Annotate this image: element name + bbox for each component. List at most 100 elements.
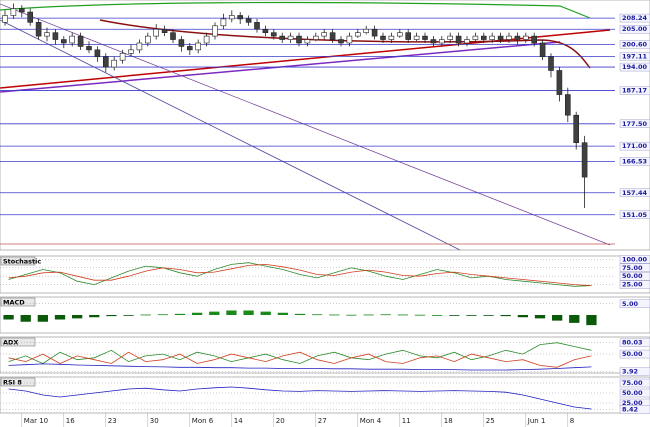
candle-body (497, 35, 504, 40)
histogram-bar (466, 315, 477, 316)
x-tick-label: 8 (570, 417, 574, 425)
x-tick-label: 20 (276, 417, 285, 425)
x-tick-label: 23 (108, 417, 117, 425)
candle-body (413, 35, 420, 40)
histogram-bar (226, 310, 237, 315)
histogram-bar (54, 315, 66, 320)
panel-title-box (0, 256, 36, 266)
tick-box (619, 210, 650, 219)
candle-body (237, 15, 243, 20)
tick-box (619, 378, 650, 388)
candle-body (27, 11, 34, 23)
histogram-bar (192, 312, 203, 315)
y-tick-label: 50.00 (622, 389, 643, 397)
candle-body (422, 35, 428, 40)
candle-body (539, 42, 546, 58)
y-tick-label: 50.00 (622, 272, 643, 280)
candle-body (145, 35, 151, 44)
y-tick-label: 200.60 (622, 40, 648, 48)
x-tick-label: Jun 1 (527, 417, 546, 425)
candle-body (52, 32, 59, 40)
x-tick-label: 14 (234, 417, 243, 425)
candle-body (153, 28, 159, 37)
tick-box (619, 338, 650, 347)
x-tick-label: 16 (66, 417, 75, 425)
candle-body (522, 35, 529, 40)
panel-title: ADX (3, 339, 18, 347)
candle-body (220, 18, 227, 27)
candle-body (338, 39, 344, 44)
panel-frame (0, 0, 650, 251)
tick-box (619, 388, 650, 398)
histogram-bar (174, 313, 186, 315)
histogram-bar (363, 314, 374, 316)
candle-body (581, 142, 588, 178)
candle-body (371, 28, 378, 37)
candle-body (254, 22, 260, 30)
candle-body (556, 70, 563, 95)
candle-body (2, 15, 8, 23)
candle-body (472, 35, 479, 40)
candle-body (128, 49, 134, 54)
candle-body (388, 35, 395, 40)
x-tick-label: 11 (402, 417, 411, 425)
panel-frame (0, 255, 650, 294)
candle-body (69, 35, 75, 44)
candle-body (346, 35, 353, 44)
histogram-bar (277, 312, 288, 315)
tick-box (619, 405, 650, 414)
candle-body (329, 32, 336, 40)
tick-box (619, 141, 650, 151)
indicator-line (8, 342, 592, 364)
y-tick-label: 177.50 (622, 120, 648, 128)
candle-body (548, 56, 554, 71)
indicator-line (8, 263, 592, 286)
x-tick-label: 25 (486, 417, 495, 425)
panel-title: Stochastic (3, 258, 41, 266)
candle-body (103, 56, 109, 68)
candle-body (161, 28, 168, 33)
tick-box (619, 13, 650, 23)
candle-body (44, 32, 50, 37)
histogram-bar (72, 315, 83, 319)
x-tick-label: Mon 4 (360, 417, 382, 425)
panel-frame (0, 296, 650, 334)
histogram-bar (586, 315, 597, 326)
histogram-bar (294, 313, 306, 315)
candle-body (405, 32, 412, 40)
candle-body (489, 35, 496, 40)
tick-box (619, 349, 650, 359)
panel-title-box (0, 297, 36, 307)
histogram-bar (106, 315, 117, 317)
tick-box (619, 25, 650, 34)
candle-body (10, 8, 17, 16)
histogram-bar (157, 314, 168, 316)
candle-body (187, 46, 193, 51)
histogram-bar (397, 314, 408, 316)
candle-body (170, 32, 176, 40)
panel-title: RSI 8 (3, 379, 22, 387)
candle-body (480, 35, 487, 40)
candle-body (212, 25, 218, 37)
candle-body (573, 114, 580, 144)
candle-body (447, 35, 454, 40)
histogram-bar (260, 311, 271, 315)
candle-body (506, 35, 512, 40)
candle-body (86, 46, 92, 51)
y-tick-label: 197.11 (622, 52, 648, 60)
tick-box (619, 157, 650, 166)
histogram-bar (89, 315, 100, 318)
histogram-bar (346, 314, 357, 316)
indicator-line (8, 363, 592, 371)
panel-frame (0, 376, 650, 414)
indicator-line (8, 351, 592, 368)
y-tick-label: 187.17 (622, 87, 647, 95)
histogram-bar (483, 315, 494, 316)
candle-body (60, 39, 67, 44)
histogram-bar (534, 315, 546, 319)
panel-title-box (0, 377, 36, 387)
candle-body (111, 59, 117, 68)
histogram-bar (123, 315, 134, 316)
